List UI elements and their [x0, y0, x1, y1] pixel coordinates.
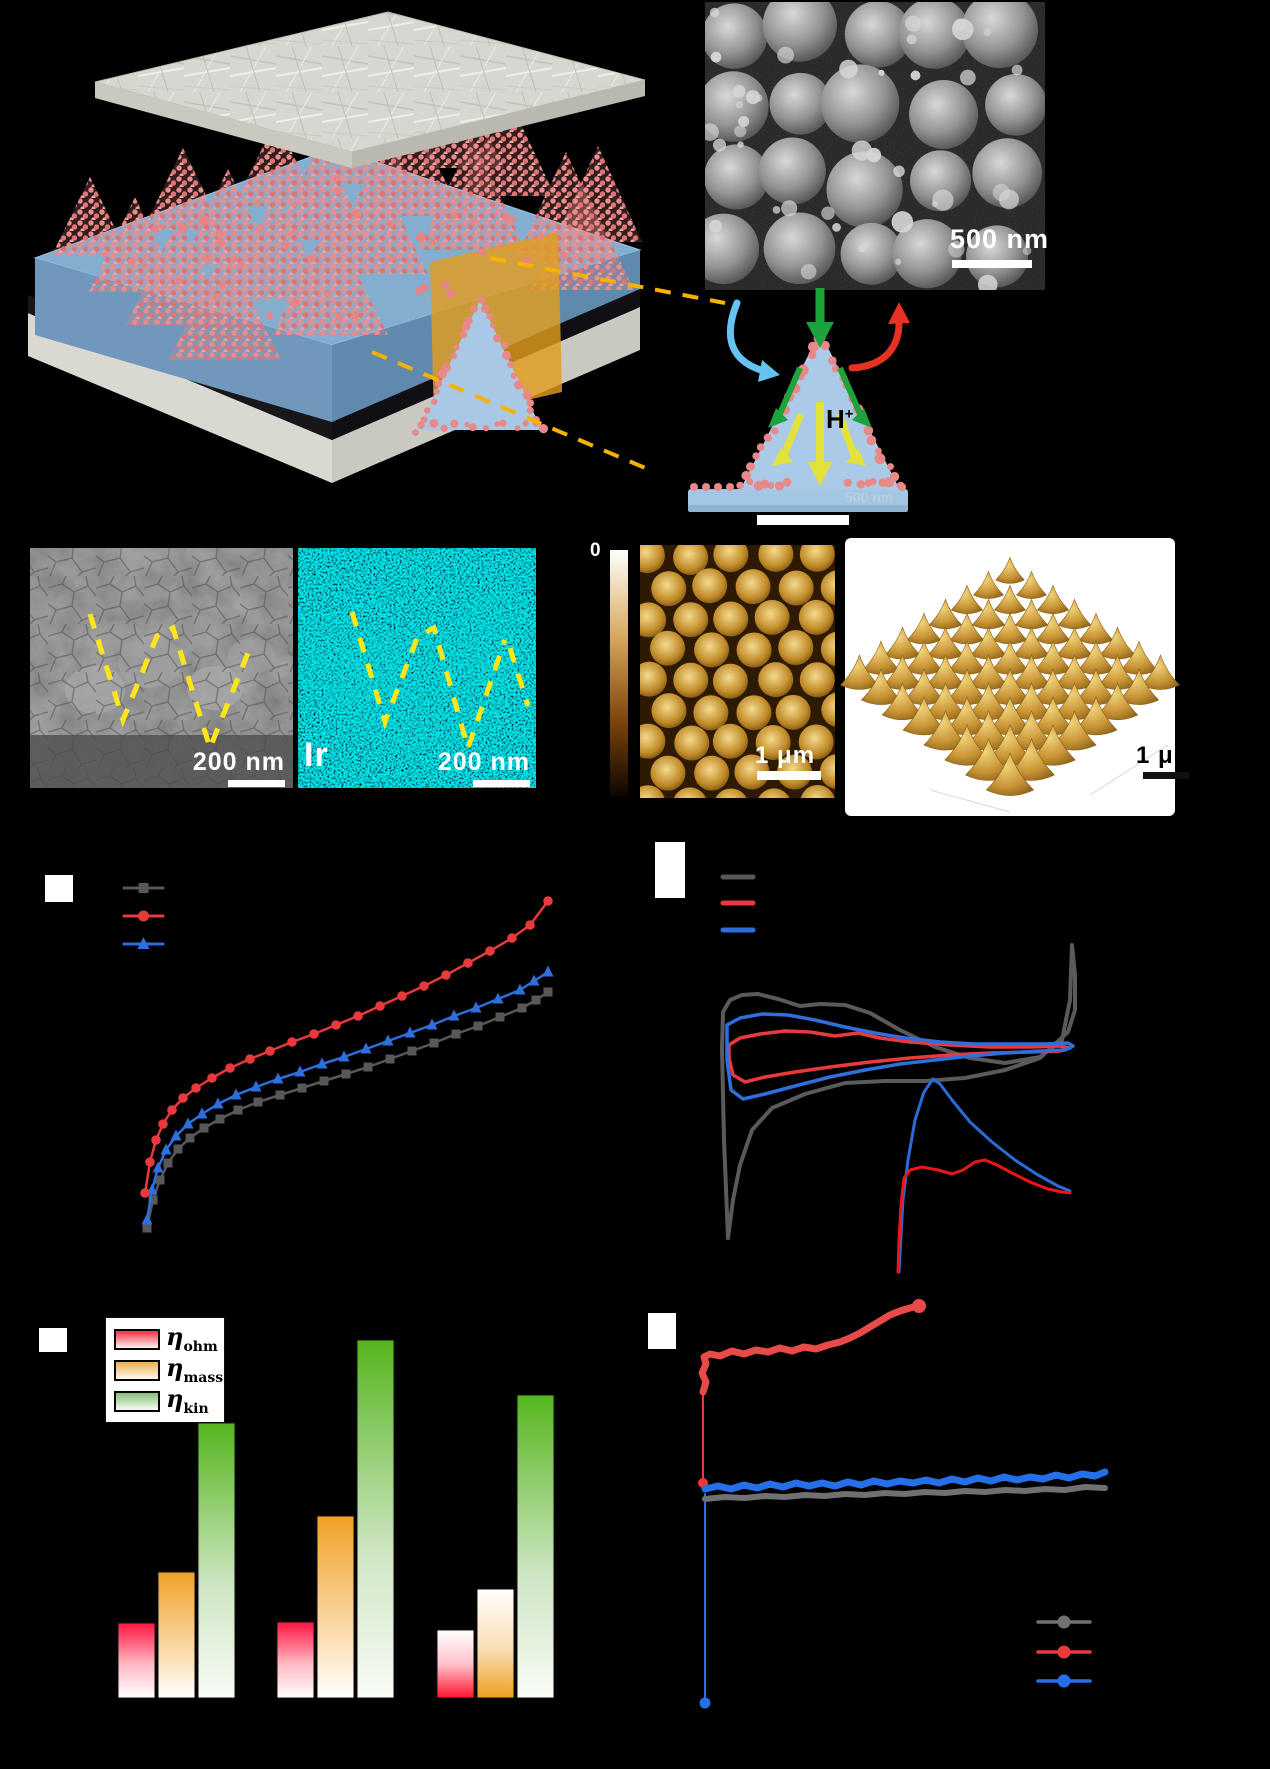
chart-d: [122, 883, 554, 1233]
green-arrow-right-head: [852, 408, 872, 428]
membrane-base-slab-edge: [688, 505, 908, 512]
panel-label-chip-g: [648, 1313, 676, 1349]
sem-top-scale-label: 500 nm: [950, 224, 1050, 254]
overpotential-legend: ηohm ηmass ηkin: [105, 1317, 225, 1423]
sem-cross-scale-bar: [228, 780, 285, 787]
sem-top-scale-bar: [952, 260, 1032, 268]
panel-sem-cross-section: [30, 548, 293, 788]
yellow-arrow-center-head: [808, 462, 832, 486]
blue-cur-arrow: [726, 299, 768, 375]
callout-dashed-line-top: [489, 256, 726, 305]
panel-label-chip-f: [39, 1328, 67, 1352]
panel-eds-ir-map: [298, 548, 536, 788]
eds-scale-label: 200 nm: [437, 748, 530, 776]
proton-label: H+: [826, 404, 854, 435]
panel-a-3d-mea-schematic: [28, 11, 726, 483]
legend-label-kin: ηkin: [166, 1383, 209, 1417]
sem-cross-scale-label: 200 nm: [192, 748, 285, 776]
yellow-arrow-right-head: [846, 448, 866, 466]
eds-scale-bar: [473, 780, 530, 787]
gdl-top-plate-left-edge: [95, 82, 352, 168]
afm-2d-scale-bar: [757, 771, 821, 780]
gdl-bottom-left-face: [28, 313, 332, 483]
zigzag-annotation-sem: [87, 613, 253, 756]
legend-label-ohm: ηohm: [166, 1321, 218, 1355]
panel-afm-3d: [840, 538, 1189, 816]
yellow-arrow-left-head: [772, 448, 793, 466]
green-arrow-right-slope: [837, 366, 864, 418]
yellow-arrow-right: [835, 412, 858, 457]
afm-3d-scale-label: 1 μm: [1136, 742, 1197, 769]
proton-symbol: H: [826, 404, 845, 434]
legend-swatch-mass: [114, 1359, 160, 1381]
afm-3d-peaks: [840, 556, 1180, 796]
chart-g: [698, 1299, 1109, 1709]
panel-afm-2d: [640, 545, 835, 798]
panel-b-sem-image: [705, 2, 1045, 290]
gdl-top-plate: [94, 11, 646, 153]
colorbar-top-tick: 0: [590, 540, 602, 561]
blue-curved-arrow-head: [758, 360, 780, 382]
proton-charge: +: [844, 405, 854, 423]
afm-2d-scale-label: 1 μm: [755, 742, 816, 769]
cone-ghost-scale-label: 500 nm: [845, 489, 894, 505]
panel-label-chip-e: [655, 842, 685, 898]
legend-row-mass: ηmass: [114, 1355, 223, 1385]
red-curved-arrow-head: [888, 302, 910, 324]
afm-dome-texture: [640, 545, 835, 798]
cone-transport-schematic: [688, 288, 910, 525]
chart-f: [117, 1339, 555, 1699]
green-arrow-apex-head: [806, 322, 834, 348]
legend-swatch-kin: [114, 1390, 160, 1412]
legend-row-kin: ηkin: [114, 1386, 216, 1416]
green-arrow-left-head: [768, 408, 788, 428]
cone-scale-bar: [757, 515, 849, 525]
afm-3d-scale-bar: [1143, 772, 1189, 779]
callout-dashed-line-bottom: [371, 350, 651, 472]
gdl-top-plate-right-edge: [352, 80, 645, 168]
yellow-arrow-left: [780, 412, 805, 457]
legend-row-ohm: ηohm: [114, 1321, 218, 1355]
chart-e: [720, 874, 1077, 1274]
catalyst-particle-scatter: [102, 174, 568, 322]
legend-swatch-ohm: [114, 1328, 160, 1350]
zigzag-annotation-eds-extra: [507, 647, 531, 707]
legend-label-mass: ηmass: [166, 1352, 224, 1386]
charts-layer: [117, 874, 1109, 1709]
afm-height-colorbar: [610, 550, 628, 796]
eds-element-label: Ir: [304, 736, 329, 774]
cutaway-cone: [412, 296, 549, 436]
red-curved-arrow: [848, 316, 903, 372]
panel-label-chip-d: [45, 875, 73, 902]
green-arrow-left-slope: [776, 366, 803, 418]
zigzag-annotation-eds: [349, 611, 508, 757]
